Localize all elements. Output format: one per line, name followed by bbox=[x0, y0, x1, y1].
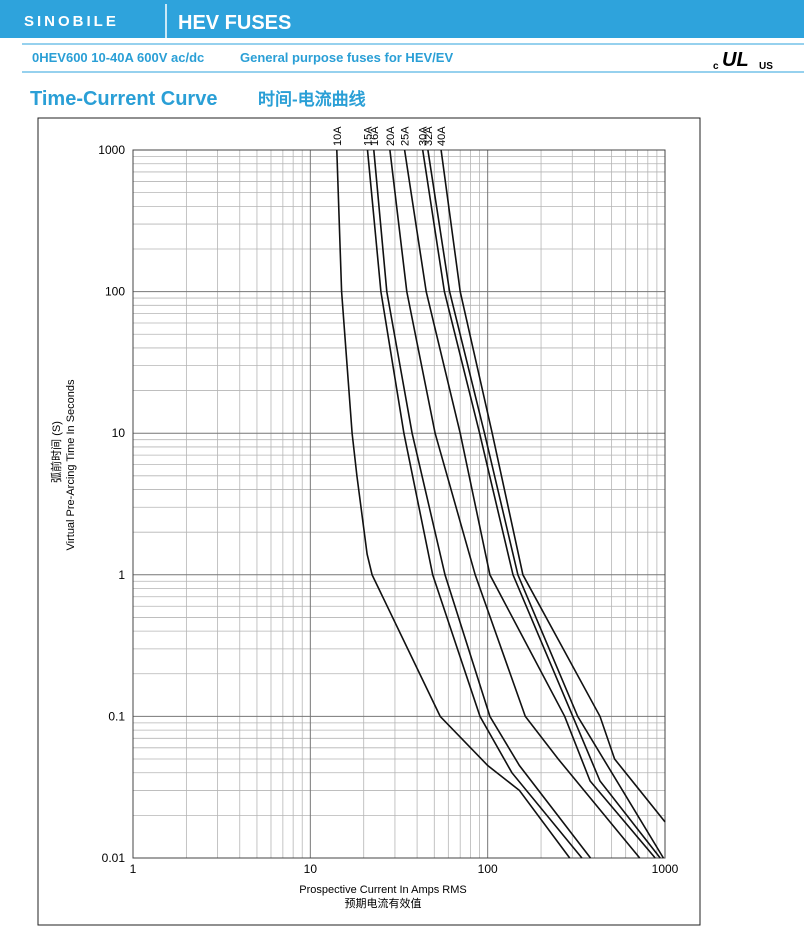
curve bbox=[389, 149, 641, 859]
header-title: HEV FUSES bbox=[178, 12, 291, 34]
y-axis-label-zh: 弧前时间 (S) bbox=[49, 421, 63, 483]
x-axis-label: Prospective Current In Amps RMS bbox=[299, 884, 467, 896]
curve-label: 15A bbox=[362, 126, 374, 146]
x-tick-label: 10 bbox=[304, 862, 318, 876]
y-tick-label: 1 bbox=[118, 568, 125, 582]
model: 0HEV600 10-40A 600V ac/dc bbox=[32, 50, 204, 65]
curve bbox=[427, 149, 665, 859]
section-title-zh: 时间-电流曲线 bbox=[258, 89, 366, 109]
y-tick-label: 100 bbox=[105, 285, 125, 299]
curve-label: 20A bbox=[385, 126, 397, 146]
y-tick-label: 0.1 bbox=[108, 709, 125, 723]
chart-frame bbox=[37, 117, 701, 926]
x-tick-label: 100 bbox=[478, 862, 498, 876]
cert-c: c bbox=[713, 61, 719, 72]
x-tick-label: 1 bbox=[130, 862, 137, 876]
curve bbox=[366, 149, 583, 859]
curve bbox=[336, 149, 571, 859]
curve-label: 40A bbox=[436, 126, 448, 146]
curve bbox=[421, 149, 661, 859]
curve-label: 16A bbox=[369, 126, 381, 146]
y-axis-label: Virtual Pre-Arcing Time In Seconds bbox=[65, 379, 77, 550]
x-tick-label: 1000 bbox=[652, 862, 679, 876]
section-title: Time-Current Curve bbox=[30, 88, 217, 110]
curve-label: 10A bbox=[332, 126, 344, 146]
curve-label: 30A bbox=[418, 126, 430, 146]
curve-label: 25A bbox=[400, 126, 412, 146]
cert-us: US bbox=[759, 61, 773, 72]
description: General purpose fuses for HEV/EV bbox=[240, 50, 453, 65]
logo: SINOBILE bbox=[24, 13, 119, 30]
y-tick-label: 10 bbox=[112, 426, 126, 440]
curve bbox=[373, 149, 592, 859]
cert-ul: UL bbox=[722, 49, 749, 71]
x-axis-label-zh: 预期电流有效值 bbox=[345, 896, 422, 910]
curve bbox=[440, 149, 666, 823]
header-bar bbox=[0, 0, 804, 38]
y-tick-label: 1000 bbox=[98, 143, 125, 157]
y-tick-label: 0.01 bbox=[102, 851, 126, 865]
plot-border bbox=[132, 149, 666, 859]
curve-label: 32A bbox=[423, 126, 435, 146]
curve bbox=[403, 149, 656, 859]
